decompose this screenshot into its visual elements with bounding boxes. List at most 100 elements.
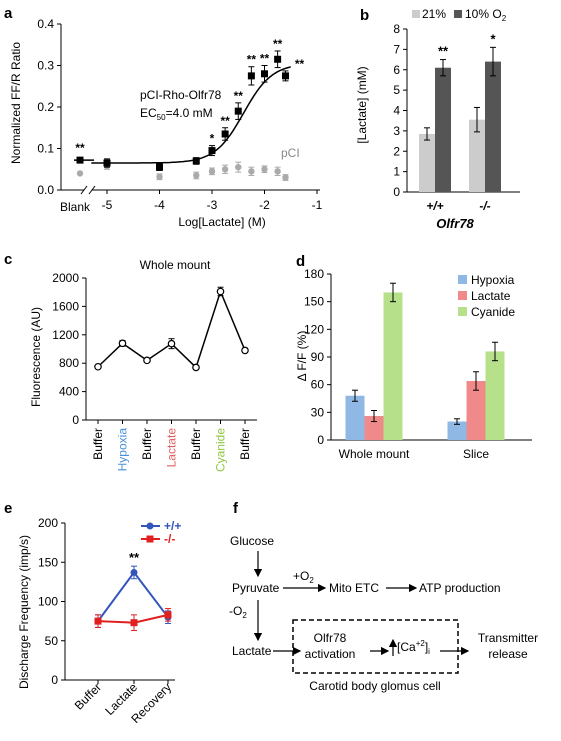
e-y-tick-label: 50 — [45, 634, 59, 648]
d-y-tick-label: 120 — [304, 322, 324, 336]
b-y-tick-label: 8 — [393, 22, 400, 36]
panel-a-ylabel: Normalized FF/R Ratio — [9, 42, 23, 164]
b-y-tick-label: 3 — [393, 124, 400, 138]
panel-b-xlabel: Olfr78 — [436, 216, 474, 231]
a-pci-point — [193, 172, 200, 179]
panel-d-legend: Hypoxia Lactate Cyanide — [458, 273, 515, 319]
node-pyruvate: Pyruvate — [232, 581, 280, 595]
c-category-label: Cyanide — [214, 428, 228, 472]
d-y-tick-label: 60 — [311, 378, 325, 392]
a-blank-rho-point — [76, 156, 84, 164]
a-blank-pci-point — [76, 170, 84, 177]
panel-e-ylabel: Discharge Frequency (imp/s) — [17, 535, 31, 689]
panel-a-blank-label: Blank — [60, 200, 91, 214]
e-y-tick-label: 150 — [38, 555, 58, 569]
b-bar — [435, 67, 451, 192]
a-y-tick-label: 0.2 — [37, 100, 54, 114]
a-fit-curve — [91, 66, 291, 164]
e-legend-label: -/- — [164, 532, 175, 546]
d-y-tick-label: 180 — [304, 267, 324, 281]
c-category-label: Hypoxia — [116, 428, 130, 472]
c-point — [143, 356, 151, 365]
a-x-tick-label: -5 — [102, 198, 113, 212]
d-legend-swatch — [458, 307, 467, 316]
d-legend-label: Cyanide — [471, 305, 515, 319]
e-y-tick-label: 0 — [51, 673, 58, 687]
a-rho-point — [274, 55, 282, 63]
b-significance: * — [490, 31, 496, 46]
a-x-axis-break — [88, 185, 96, 195]
legend-label-21: 21% — [422, 7, 446, 21]
e-significance: ** — [129, 550, 140, 565]
node-olfr78-line1: Olfr78 — [314, 631, 347, 645]
c-y-tick-label: 800 — [59, 356, 79, 370]
panel-f-letter: f — [233, 500, 239, 517]
d-legend-swatch — [458, 275, 467, 284]
d-legend-label: Lactate — [471, 289, 511, 303]
a-y-tick-label: 0.0 — [37, 183, 54, 197]
panel-a-pci-label: pCI — [281, 146, 300, 160]
b-bar — [485, 61, 501, 192]
e-legend-marker — [146, 535, 154, 543]
panel-a-x-axis: -5 -4 -3 -2 -1 — [61, 185, 323, 212]
legend-label-10: 10% O2 — [465, 7, 507, 23]
e-point — [94, 617, 102, 625]
panel-e: e Discharge Frequency (imp/s) 0 50 100 150 2… — [4, 500, 181, 726]
b-category-label: -/- — [479, 199, 490, 213]
d-y-tick-label: 30 — [311, 405, 325, 419]
a-pci-point — [261, 166, 268, 173]
c-y-tick-label: 0 — [72, 413, 79, 427]
a-pci-point — [235, 163, 242, 171]
panel-c-title: Whole mount — [140, 258, 211, 272]
c-category-label: Buffer — [238, 428, 252, 460]
e-series-line — [97, 570, 169, 622]
e-y-tick-label: 200 — [38, 516, 58, 530]
a-pci-point — [248, 168, 255, 175]
panel-a-annotation-ec50: EC50=4.0 mM — [140, 106, 213, 122]
glomus-cell-box — [292, 619, 459, 674]
panel-c-ylabel: Fluorescence (AU) — [29, 307, 43, 407]
a-pci-point — [156, 173, 163, 180]
a-pci-point — [208, 168, 216, 175]
panel-d-letter: d — [296, 253, 305, 270]
c-point — [192, 363, 200, 372]
panel-a-y-axis: 0.0 0.1 0.2 0.3 0.4 — [37, 17, 62, 197]
c-y-tick-label: 2000 — [52, 271, 79, 285]
panel-a-letter: a — [4, 5, 13, 22]
panel-c-letter: c — [4, 251, 12, 268]
panel-c: c Whole mount Fluorescence (AU) 0 400 800 1… — [4, 251, 257, 472]
panel-d: d Δ F/F (%) 0 30 60 90 120 150 180 Whole mount S… — [295, 253, 532, 461]
a-rho-point — [261, 70, 268, 78]
e-legend-marker — [146, 522, 154, 530]
b-bar — [469, 119, 485, 192]
node-calcium: [Ca+2]i — [397, 639, 430, 656]
node-mito-etc: Mito ETC — [329, 581, 379, 595]
d-bar — [447, 421, 467, 440]
panel-c-chart: 0 400 800 1200 1600 2000 Buffer Hypoxia Buffer La… — [52, 271, 257, 472]
a-y-tick-label: 0.3 — [37, 59, 54, 73]
panel-d-ylabel: Δ F/F (%) — [295, 331, 309, 382]
glomus-cell-caption: Carotid body glomus cell — [309, 679, 440, 693]
d-legend-swatch — [458, 291, 467, 300]
d-bar — [364, 416, 384, 440]
b-significance: ** — [438, 44, 449, 59]
c-point — [167, 339, 176, 348]
a-rho-significance: ** — [234, 89, 244, 103]
c-category-label: Lactate — [165, 428, 179, 468]
panel-a-plot: ******* ******** — [74, 37, 304, 181]
a-x-tick-label: -1 — [312, 198, 323, 212]
a-rho-point — [156, 163, 163, 171]
panel-a: a Normalized FF/R Ratio 0.00.10.20.30.4 … — [4, 5, 323, 229]
a-rho-point — [103, 159, 111, 167]
b-bar — [419, 133, 435, 192]
c-category-label: Buffer — [140, 428, 154, 460]
label-minus-o2: -O2 — [229, 604, 247, 620]
b-y-tick-label: 6 — [393, 63, 400, 77]
c-point — [118, 339, 127, 348]
panel-b-chart: 0 1 2 3 4 5 6 7 8 ** +/+ * -/- — [393, 22, 520, 213]
e-legend-label: +/+ — [164, 519, 181, 533]
c-y-tick-label: 1200 — [52, 328, 79, 342]
node-lactate: Lactate — [232, 644, 272, 658]
